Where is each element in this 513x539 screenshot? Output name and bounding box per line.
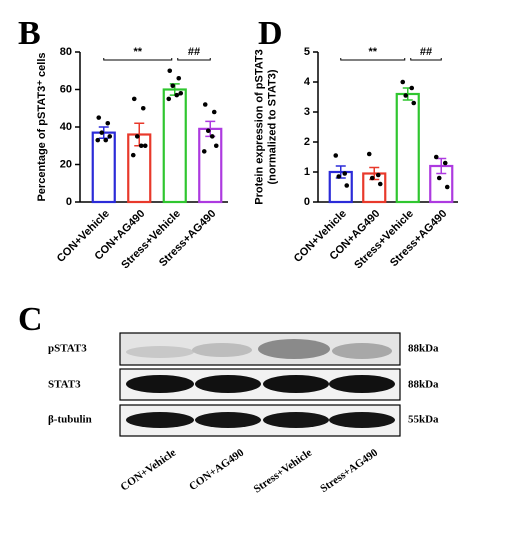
y-tick-label: 2 <box>304 136 310 148</box>
blot-lane-label: CON+Vehicle <box>118 447 178 494</box>
significance-label: ** <box>133 46 142 58</box>
blot-lane-label: CON+AG490 <box>187 446 246 493</box>
bar <box>91 131 116 204</box>
data-point <box>95 137 101 143</box>
significance-bracket <box>410 58 442 61</box>
data-point <box>166 96 172 102</box>
data-point <box>209 134 215 139</box>
data-point <box>409 85 415 91</box>
data-point <box>103 137 109 143</box>
data-point <box>211 109 217 115</box>
data-point <box>107 134 113 139</box>
y-tick-label: 1 <box>304 166 310 178</box>
blot-lane-label: Stress+Vehicle <box>252 447 315 496</box>
bar <box>162 88 187 204</box>
data-point <box>174 92 180 98</box>
y-tick-label: 4 <box>304 76 311 88</box>
data-point <box>344 183 350 188</box>
y-tick-label: 80 <box>60 46 72 58</box>
significance-label: ## <box>420 46 432 58</box>
blot-row-label: pSTAT3 <box>48 343 87 355</box>
significance-label: ** <box>368 46 377 58</box>
data-point <box>342 171 348 176</box>
y-tick-label: 3 <box>304 106 310 118</box>
significance-label: ## <box>188 46 200 58</box>
panel-label: C <box>18 301 43 338</box>
blot-image <box>119 332 401 437</box>
y-tick-label: 0 <box>304 196 310 208</box>
data-point <box>130 152 136 158</box>
significance-bracket <box>177 58 211 61</box>
data-point <box>366 151 372 157</box>
y-tick-label: 20 <box>60 158 72 170</box>
blot-size-label: 88kDa <box>408 343 439 355</box>
data-point <box>167 68 173 74</box>
data-point <box>444 184 450 190</box>
y-axis-label: Protein expression of pSTAT3 <box>253 49 265 204</box>
data-point <box>411 100 417 106</box>
y-tick-label: 60 <box>60 83 72 95</box>
data-point <box>176 75 182 81</box>
data-point <box>213 143 219 149</box>
y-tick-label: 40 <box>60 121 72 133</box>
panel-label: D <box>258 15 283 52</box>
data-point <box>375 172 381 178</box>
data-point <box>369 175 375 181</box>
significance-bracket <box>340 58 406 61</box>
panel-label: B <box>18 15 41 52</box>
data-point <box>403 93 409 98</box>
data-point <box>170 83 176 89</box>
blot-size-label: 88kDa <box>408 379 439 391</box>
data-point <box>134 134 140 139</box>
data-point <box>202 102 208 107</box>
data-point <box>201 149 207 154</box>
x-tick-label: Stress+Vehicle <box>352 208 416 272</box>
data-point <box>205 128 211 134</box>
blot-size-label: 55kDa <box>408 414 439 426</box>
data-point <box>336 174 342 179</box>
data-point <box>178 90 184 96</box>
data-point <box>96 115 102 120</box>
data-point <box>138 143 144 149</box>
y-axis-label: (normalized to STAT3) <box>266 69 278 184</box>
blot-row-label: β-tubulin <box>48 414 92 426</box>
data-point <box>433 154 439 160</box>
bar <box>198 127 223 204</box>
bar <box>395 92 420 204</box>
data-point <box>105 120 111 126</box>
data-point <box>99 130 105 135</box>
data-point <box>140 105 146 111</box>
data-point <box>131 96 137 102</box>
significance-bracket <box>103 58 173 61</box>
data-point <box>377 181 383 187</box>
y-tick-label: 5 <box>304 46 310 58</box>
data-point <box>142 143 148 149</box>
blot-lane-label: Stress+AG490 <box>318 446 380 495</box>
blot-row-label: STAT3 <box>48 379 81 391</box>
y-axis-label: Percentage of pSTAT3⁺ cells <box>36 52 48 201</box>
data-point <box>436 175 442 181</box>
data-point <box>333 153 339 158</box>
data-point <box>442 160 448 166</box>
data-point <box>400 79 406 85</box>
y-tick-label: 0 <box>66 196 72 208</box>
